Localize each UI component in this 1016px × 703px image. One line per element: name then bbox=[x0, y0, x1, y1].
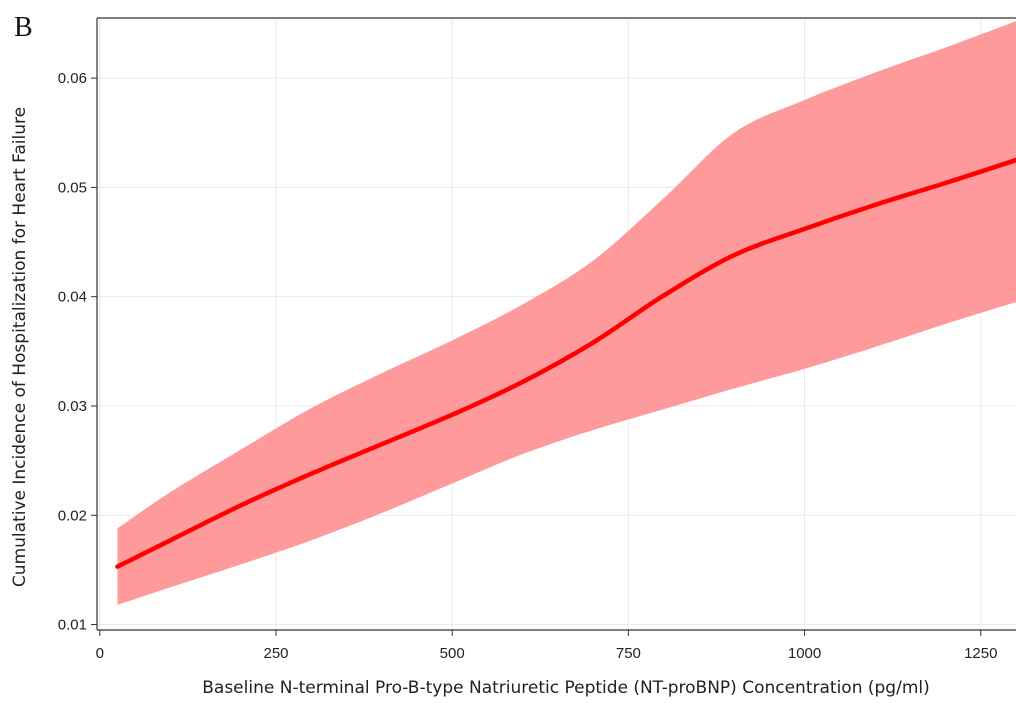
curve-layer bbox=[115, 157, 1016, 569]
y-tick-label: 0.05 bbox=[58, 179, 87, 196]
x-axis-ticks: 0 250 500 750 1000 1250 bbox=[96, 630, 997, 662]
estimate-curve bbox=[115, 157, 1016, 569]
y-axis-title: Cumulative Incidence of Hospitalization … bbox=[10, 107, 30, 587]
x-tick-label: 0 bbox=[96, 645, 104, 662]
y-axis-ticks: 0.01 0.02 0.03 0.04 0.05 0.06 bbox=[58, 70, 97, 634]
x-tick-label: 1250 bbox=[964, 645, 997, 662]
confidence-band-layer bbox=[117, 21, 1016, 605]
panel-label: B bbox=[14, 12, 33, 43]
x-tick-label: 250 bbox=[263, 645, 288, 662]
x-tick-label: 500 bbox=[440, 645, 465, 662]
y-tick-label: 0.01 bbox=[58, 617, 87, 634]
x-axis-title: Baseline N-terminal Pro-B-type Natriuret… bbox=[202, 678, 929, 698]
x-tick-label: 750 bbox=[616, 645, 641, 662]
y-tick-label: 0.02 bbox=[58, 507, 87, 524]
x-tick-label: 1000 bbox=[788, 645, 821, 662]
y-tick-label: 0.03 bbox=[58, 398, 87, 415]
y-tick-label: 0.06 bbox=[58, 70, 87, 87]
confidence-band bbox=[117, 21, 1016, 605]
y-tick-label: 0.04 bbox=[58, 289, 87, 306]
axes bbox=[96, 17, 1016, 631]
